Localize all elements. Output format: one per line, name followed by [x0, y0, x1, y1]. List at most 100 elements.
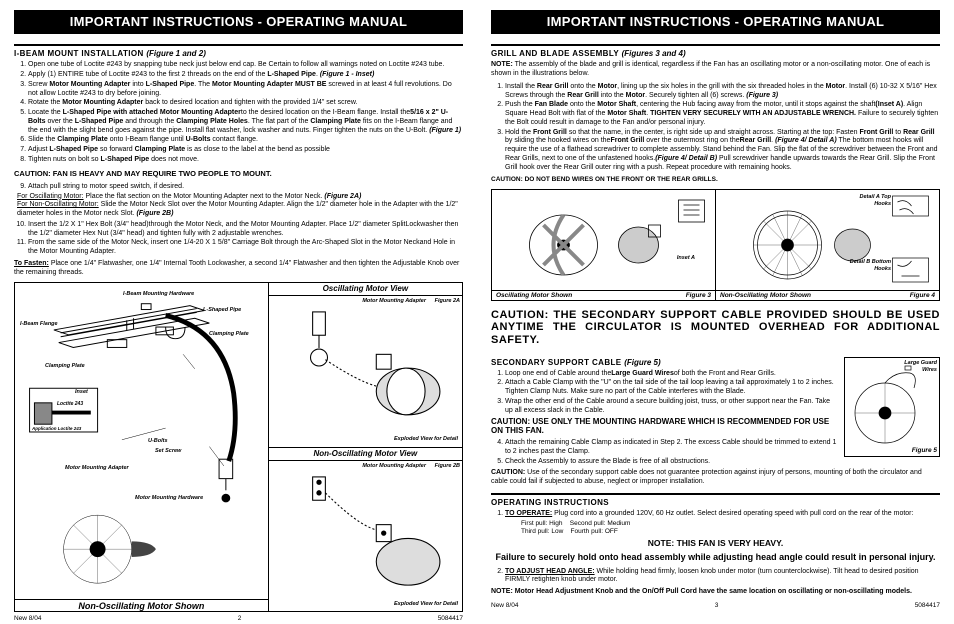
caution-use: CAUTION: Use of the secondary support ca…: [491, 469, 940, 487]
figure-1-svg: [15, 283, 268, 511]
nonosc-cap: Non-Oscillating Motor Shown: [720, 292, 811, 300]
step-10-block: For Oscillating Motor: Place the flat se…: [14, 193, 463, 219]
cl: Application Loctite 243: [32, 426, 81, 432]
step: Open one tube of Loctite #243 by snappin…: [28, 61, 463, 70]
note2: NOTE: Motor Head Adjustment Knob and the…: [491, 588, 940, 597]
footer-page: 2: [238, 615, 242, 623]
fig2a-svg: [269, 296, 462, 445]
figure-2: Oscillating Motor View Motor: [269, 282, 463, 612]
grill-title: GRILL AND BLADE ASSEMBLY (Figures 3 and …: [491, 44, 940, 59]
step: Loop one end of Cable around theLarge Gu…: [505, 370, 838, 379]
step: Slide the Clamping Plate onto I-Beam fla…: [28, 136, 463, 145]
step: Push the Fan Blade onto the Motor Shaft,…: [505, 101, 940, 127]
cable-figref: (Figure 5): [624, 358, 660, 367]
operating-steps: TO OPERATE: Plug cord into a grounded 12…: [491, 510, 940, 520]
step: TO OPERATE: Plug cord into a grounded 12…: [505, 510, 940, 519]
step: Apply (1) ENTIRE tube of Loctite #243 to…: [28, 71, 463, 80]
detailA-lbl: Detail A Top Hooks: [851, 194, 891, 208]
operating-step2: TO ADJUST HEAD ANGLE: While holding head…: [491, 568, 940, 587]
ibeam-figref: (Figure 1 and 2): [146, 49, 206, 58]
banner-right: IMPORTANT INSTRUCTIONS - OPERATING MANUA…: [491, 10, 940, 34]
cl: Set Screw: [155, 448, 181, 455]
page-left: IMPORTANT INSTRUCTIONS - OPERATING MANUA…: [0, 0, 477, 618]
figure-1: I-Beam Mounting Hardware I-Beam Flange L…: [14, 282, 269, 612]
grill-figref: (Figures 3 and 4): [622, 49, 686, 58]
page-right: IMPORTANT INSTRUCTIONS - OPERATING MANUA…: [477, 0, 954, 618]
cable-steps-a: Loop one end of Cable around theLarge Gu…: [491, 370, 838, 416]
ibeam-steps-b2: Insert the 1/2 X 1" Hex Bolt (3/4" head)…: [14, 221, 463, 258]
cl: I-Beam Flange: [20, 321, 58, 328]
step: From the same side of the Motor Neck, in…: [28, 239, 463, 257]
operating-title: OPERATING INSTRUCTIONS: [491, 493, 940, 508]
cl: Motor Mounting Adapter: [362, 463, 426, 470]
fig4-svg: [716, 190, 939, 290]
grill-steps: Install the Rear Grill onto the Motor, l…: [491, 83, 940, 174]
banner-left: IMPORTANT INSTRUCTIONS - OPERATING MANUA…: [14, 10, 463, 34]
fig3-lbl: Figure 3: [686, 292, 711, 300]
footer-doc: 5084417: [915, 602, 940, 610]
ibeam-title: I-BEAM MOUNT INSTALLATION (Figure 1 and …: [14, 44, 463, 59]
step: Rotate the Motor Mounting Adapter back t…: [28, 99, 463, 108]
detailB-lbl: Detail B Bottom Hooks: [841, 259, 891, 273]
nonosc-title: Non-Oscillating Motor View: [269, 448, 462, 461]
pulls: First pull: High Second pull: MediumThir…: [491, 520, 940, 536]
grill-title-text: GRILL AND BLADE ASSEMBLY: [491, 49, 619, 58]
cl: Loctite 243: [57, 401, 83, 407]
cl: L-Shaped Pipe: [203, 307, 241, 314]
osc-title: Oscillating Motor View: [269, 283, 462, 296]
fan-svg: [15, 511, 268, 599]
insetA-lbl: Inset A: [677, 255, 695, 262]
step: Attach pull string to motor speed switch…: [28, 183, 463, 192]
heavy-note: NOTE: THIS FAN IS VERY HEAVY.: [491, 538, 940, 549]
ibeam-title-text: I-BEAM MOUNT INSTALLATION: [14, 49, 144, 58]
step: Attach a Cable Clamp with the "U" on the…: [505, 379, 838, 397]
osc-cap: Oscillating Motor Shown: [496, 292, 572, 300]
cl: I-Beam Mounting Hardware: [123, 291, 194, 298]
ibeam-steps-b: Attach pull string to motor speed switch…: [14, 183, 463, 193]
step: Attach the remaining Cable Clamp as indi…: [505, 439, 838, 457]
figure-34: Inset A: [491, 189, 940, 300]
caution-big: CAUTION: THE SECONDARY SUPPORT CABLE PRO…: [491, 309, 940, 347]
cl: Inset: [75, 389, 88, 396]
step: TO ADJUST HEAD ANGLE: While holding head…: [505, 568, 940, 586]
figure-5: Large Guard Wires Figure 5: [844, 351, 940, 468]
step: Check the Assembly to assure the Blade i…: [505, 458, 838, 467]
fig4-lbl: Figure 4: [910, 292, 935, 300]
step: Hold the Front Grill so that the name, i…: [505, 129, 940, 173]
step: Locate the L-Shaped Pipe with attached M…: [28, 109, 463, 135]
fig2b-label: Figure 2B: [435, 463, 460, 470]
hw-caution: CAUTION: USE ONLY THE MOUNTING HARDWARE …: [491, 418, 838, 436]
ibeam-steps-a: Open one tube of Loctite #243 by snappin…: [14, 61, 463, 165]
cl: Motor Mounting Hardware: [135, 495, 203, 502]
fig3-svg: [492, 190, 715, 290]
fail-note: Failure to securely hold onto head assem…: [491, 552, 940, 563]
exploded-b: Exploded View for Detail: [394, 601, 458, 608]
step: Insert the 1/2 X 1" Hex Bolt (3/4" head)…: [28, 221, 463, 239]
footer-page: 3: [715, 602, 719, 610]
footer-date: New 8/04: [14, 615, 41, 623]
cable-title: SECONDARY SUPPORT CABLE (Figure 5): [491, 355, 838, 368]
footer-right: New 8/04 3 5084417: [491, 599, 940, 610]
cl: Motor Mounting Adapter: [362, 298, 426, 305]
step: Wrap the other end of the Cable around a…: [505, 398, 838, 416]
step: Screw Motor Mounting Adapter into L-Shap…: [28, 81, 463, 99]
cable-title-text: SECONDARY SUPPORT CABLE: [491, 358, 622, 367]
fasten-note: To Fasten: Place one 1/4" Flatwasher, on…: [14, 260, 463, 278]
caution-heavy: CAUTION: FAN IS HEAVY AND MAY REQUIRE TW…: [14, 169, 463, 178]
step: Adjust L-Shaped Pipe so forward Clamping…: [28, 146, 463, 155]
cl: U-Bolts: [148, 438, 168, 445]
fig5-lbl: Figure 5: [912, 447, 937, 455]
exploded-a: Exploded View for Detail: [394, 436, 458, 443]
cl: Motor Mounting Adapter: [65, 465, 129, 472]
footer-date: New 8/04: [491, 602, 518, 610]
cable-steps-b: Attach the remaining Cable Clamp as indi…: [491, 439, 838, 466]
fig1-caption: Non-Oscillating Motor Shown: [15, 599, 268, 612]
step: Install the Rear Grill onto the Motor, l…: [505, 83, 940, 101]
footer-doc: 5084417: [438, 615, 463, 623]
lgw-lbl: Large Guard Wires: [897, 360, 937, 374]
wire-caution: CAUTION: DO NOT BEND WIRES ON THE FRONT …: [491, 176, 940, 184]
fig2a-label: Figure 2A: [435, 298, 460, 305]
cl: Clamping Plate: [209, 331, 249, 338]
grill-note: NOTE: The assembly of the blade and gril…: [491, 61, 940, 79]
step: Tighten nuts on bolt so L-Shaped Pipe do…: [28, 156, 463, 165]
